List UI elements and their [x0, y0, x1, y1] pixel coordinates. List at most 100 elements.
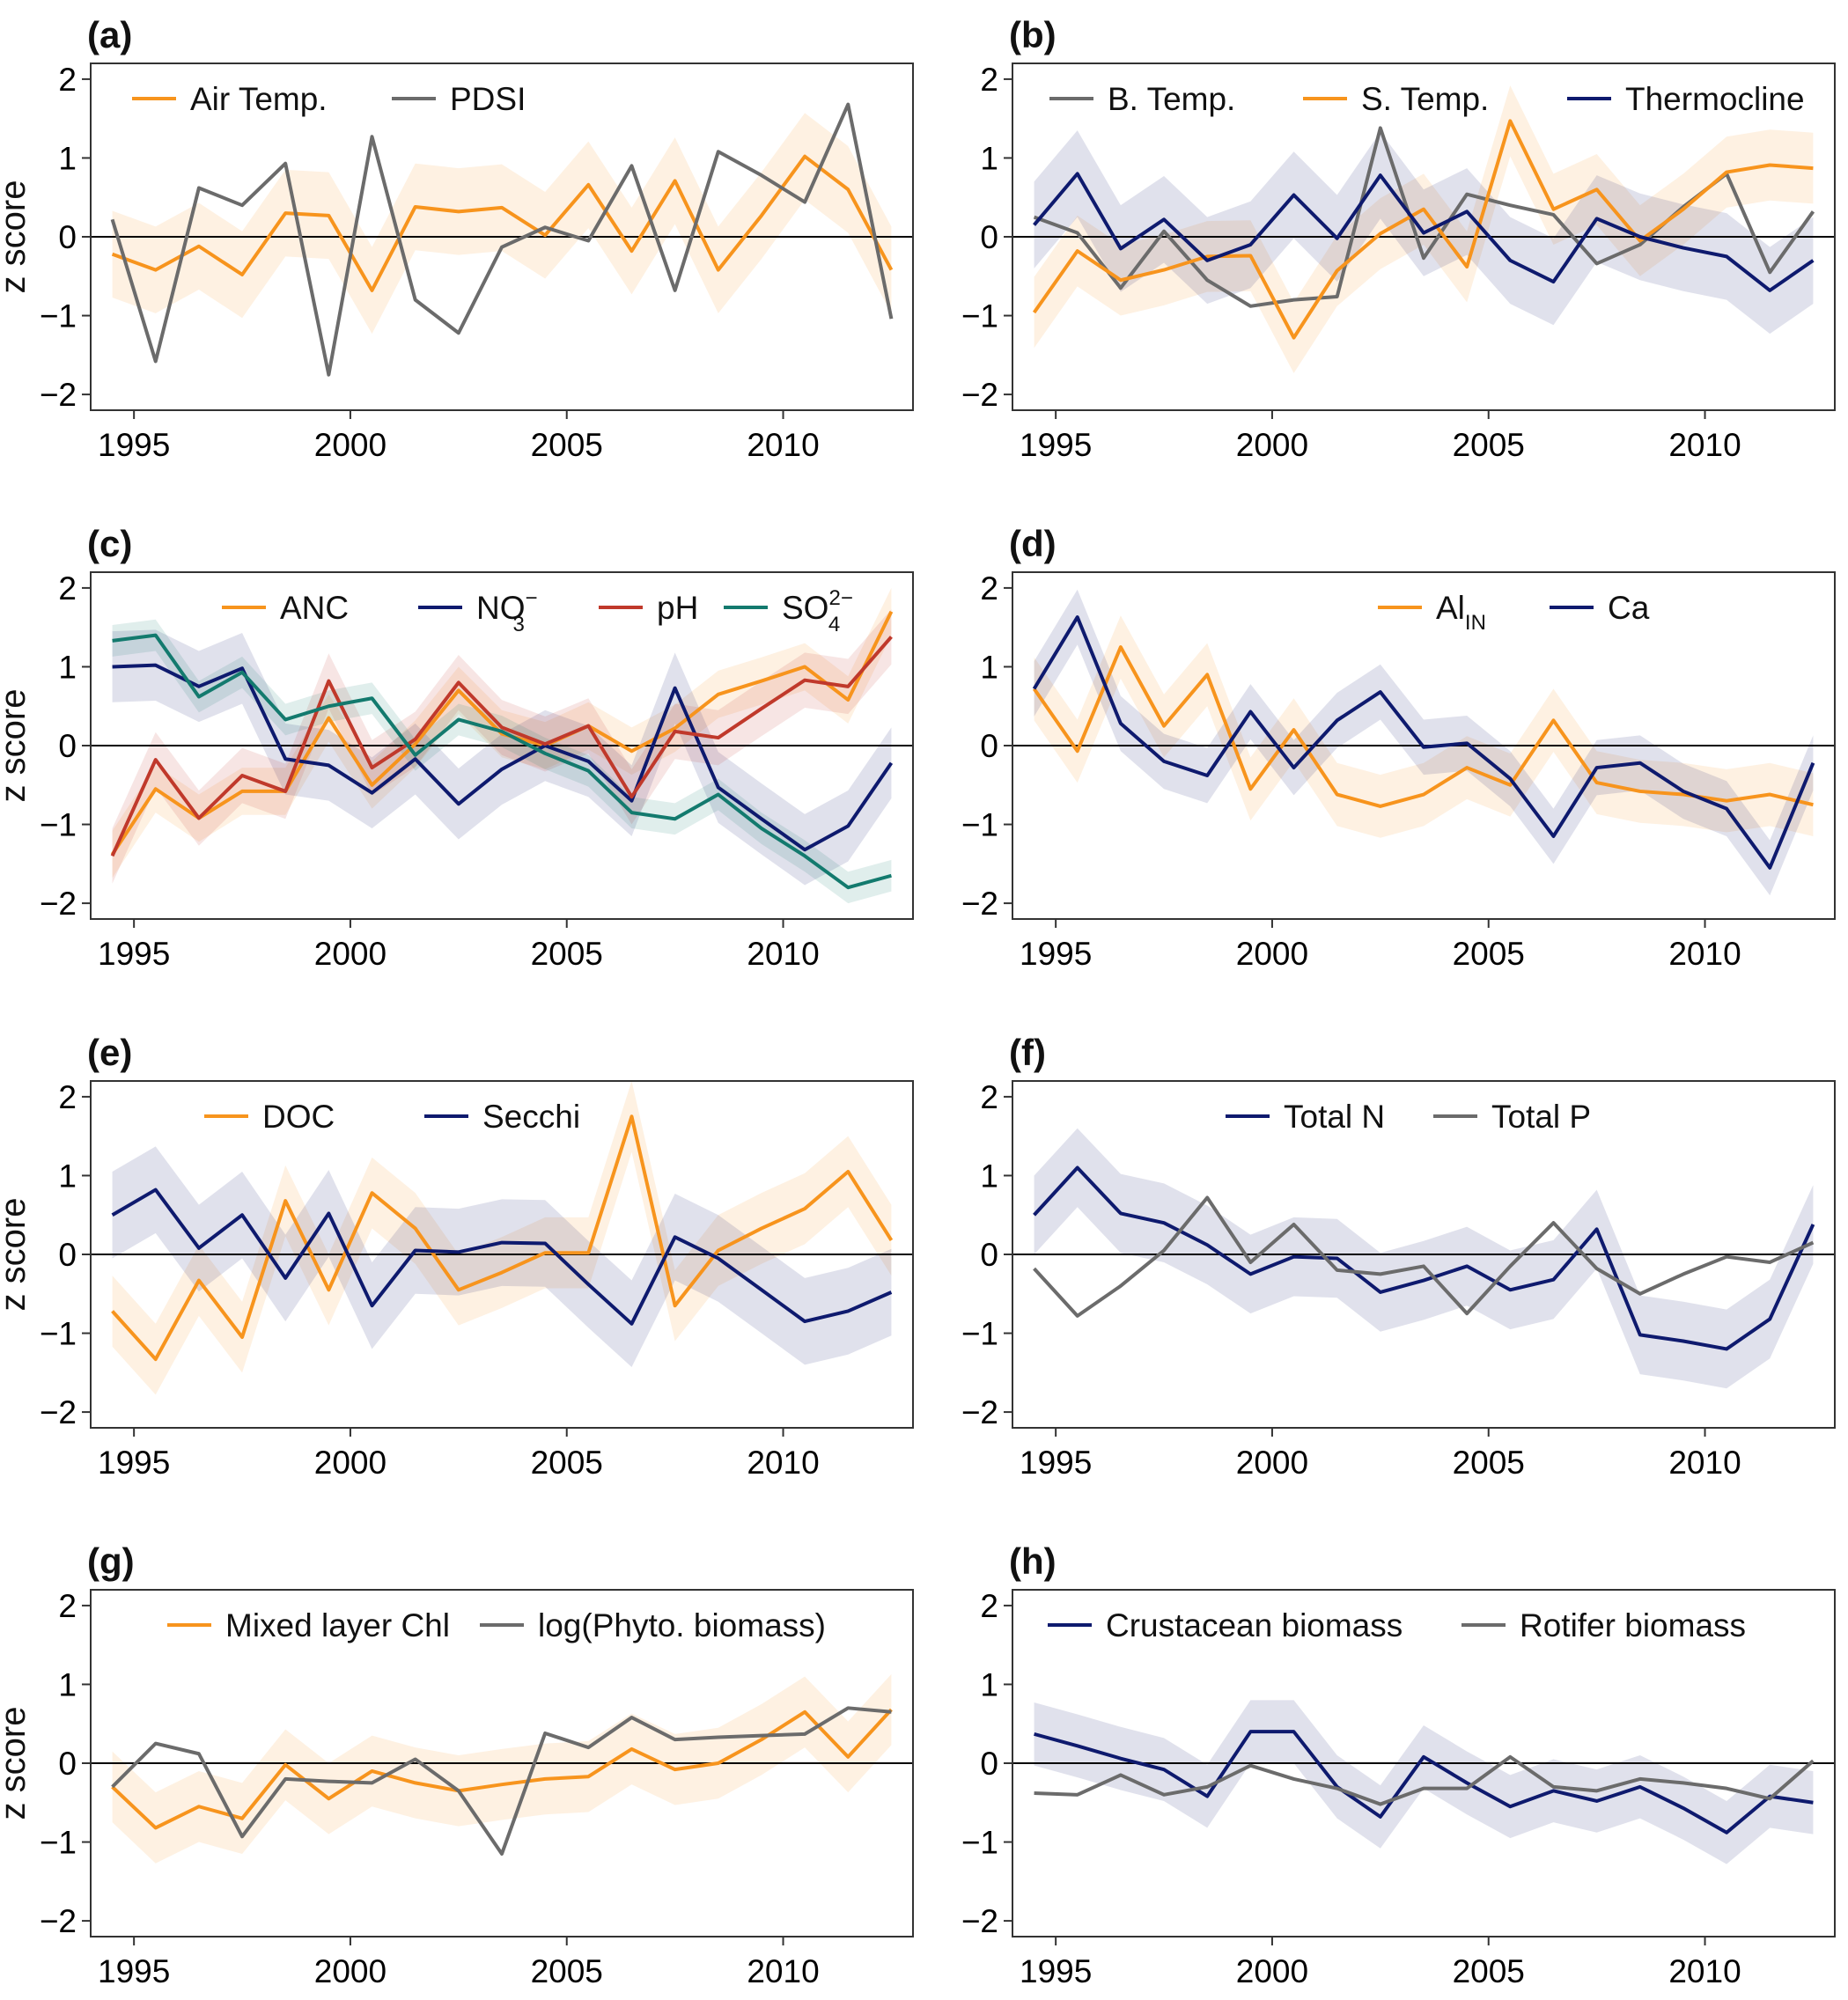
legend-label: Mixed layer Chl: [225, 1607, 450, 1643]
y-tick-label: −1: [961, 1316, 998, 1352]
y-tick-label: −2: [961, 1394, 998, 1430]
y-tick-label: 1: [980, 649, 998, 685]
x-tick-label: 2010: [1668, 1445, 1741, 1481]
y-tick-label: −2: [40, 1903, 77, 1939]
panel-e: (e) z score −2 −1 0 1 2 1995 2000 2005 2010 DOC Secc…: [0, 1032, 914, 1481]
y-tick-label: 1: [980, 1158, 998, 1194]
panel-g: (g) z score −2 −1 0 1 2 1995 2000 2005 2010 Mixed l…: [0, 1540, 914, 1989]
x-tick-label: 2010: [747, 936, 819, 972]
y-axis-label: z score: [0, 1198, 33, 1312]
x-tick-label: 2010: [747, 1953, 819, 1989]
y-tick-label: 0: [980, 1237, 998, 1273]
y-tick-label: 0: [980, 219, 998, 255]
x-tick-label: 2005: [531, 1953, 603, 1989]
series-line: [110, 610, 894, 856]
x-tick-label: 2005: [1453, 427, 1525, 463]
legend-label: Secchi: [482, 1099, 580, 1135]
series-line: [112, 663, 894, 852]
x-tick-label: 2000: [314, 1445, 387, 1481]
y-tick-label: 2: [980, 62, 998, 98]
y-tick-label: −2: [40, 377, 77, 413]
confidence-band: [112, 1673, 892, 1864]
y-axis-label: z score: [0, 180, 33, 294]
x-tick-label: 2010: [747, 1445, 819, 1481]
panel-label: (g): [87, 1540, 135, 1582]
panel-frame: [90, 1589, 914, 1938]
legend-label: SO2− 4: [782, 586, 853, 636]
y-tick-label: −2: [40, 1394, 77, 1430]
x-tick-label: 2010: [1668, 936, 1741, 972]
panel-frame: [1012, 571, 1836, 920]
y-tick-label: −2: [961, 377, 998, 413]
legend-label: Crustacean biomass: [1106, 1607, 1403, 1643]
x-tick-label: 2005: [531, 427, 603, 463]
series-line: [111, 1114, 894, 1362]
panel-h: (h) −2 −1 0 1 2 1995 2000 2005 2010 Crustacean bio…: [961, 1540, 1836, 1989]
series-line: [1033, 1165, 1815, 1351]
panel-label: (a): [87, 14, 132, 55]
panel-frame: [90, 1080, 914, 1429]
panel-frame: [90, 62, 914, 411]
panel-label: (d): [1009, 523, 1057, 564]
x-tick-label: 2000: [1236, 1953, 1308, 1989]
plot-area: [1012, 1700, 1835, 1864]
panel-d: (d) −2 −1 0 1 2 1995 2000 2005 2010 AlIN Ca: [961, 523, 1836, 972]
series-line: [111, 1708, 893, 1830]
legend: AlIN Ca: [1378, 590, 1650, 635]
y-tick-label: −1: [961, 298, 998, 335]
x-tick-label: 1995: [98, 1445, 170, 1481]
y-tick-label: 2: [58, 62, 77, 98]
series-line: [1032, 645, 1814, 808]
legend-label: Ca: [1608, 590, 1650, 626]
y-tick-label: −2: [961, 1903, 998, 1939]
series-line: [1034, 1754, 1815, 1806]
series-line: [111, 1188, 893, 1326]
y-tick-label: 1: [58, 649, 77, 685]
confidence-band: [1034, 589, 1814, 896]
panel-label: (b): [1009, 14, 1057, 55]
y-tick-label: −2: [40, 886, 77, 922]
y-tick-label: −1: [40, 1316, 77, 1352]
y-tick-label: 2: [58, 1588, 77, 1624]
x-tick-label: 2005: [531, 936, 603, 972]
y-tick-label: 1: [980, 1666, 998, 1702]
y-tick-label: −1: [961, 807, 998, 843]
panel-label: (f): [1009, 1032, 1046, 1073]
x-tick-label: 2000: [314, 936, 387, 972]
x-tick-label: 2010: [747, 427, 819, 463]
series-line: [1033, 172, 1815, 292]
panel-frame: [1012, 1589, 1836, 1938]
y-tick-label: 1: [58, 140, 77, 176]
y-tick-label: 1: [58, 1666, 77, 1702]
x-tick-label: 2010: [1668, 427, 1741, 463]
panel-frame: [1012, 1080, 1836, 1429]
y-tick-label: 0: [58, 219, 77, 255]
series-line: [111, 154, 894, 292]
y-tick-label: −1: [40, 807, 77, 843]
confidence-band: [1034, 1700, 1814, 1864]
x-tick-label: 2005: [1453, 1953, 1525, 1989]
plot-area: [91, 1081, 913, 1395]
y-tick-label: 2: [980, 1079, 998, 1115]
panel-label: (h): [1009, 1540, 1057, 1582]
legend-label: Air Temp.: [190, 81, 328, 117]
panel-frame: [90, 571, 914, 920]
series-line: [1033, 1195, 1815, 1318]
y-tick-label: 0: [58, 728, 77, 764]
panel-label: (c): [87, 523, 132, 564]
y-tick-label: 2: [980, 1588, 998, 1624]
panel-label: (e): [87, 1032, 132, 1073]
legend-label: S. Temp.: [1361, 81, 1489, 117]
y-tick-label: 0: [58, 1237, 77, 1273]
legend-label: PDSI: [450, 81, 526, 117]
y-tick-label: 0: [58, 1746, 77, 1782]
x-tick-label: 2000: [1236, 427, 1308, 463]
legend: ANC NO− 3 pH SO2− 4: [222, 586, 853, 636]
confidence-band: [112, 1146, 892, 1368]
confidence-band: [1034, 1128, 1814, 1389]
y-tick-label: −1: [40, 1825, 77, 1861]
x-tick-label: 1995: [1020, 936, 1092, 972]
legend: Total N Total P: [1226, 1099, 1591, 1135]
x-tick-label: 1995: [98, 427, 170, 463]
